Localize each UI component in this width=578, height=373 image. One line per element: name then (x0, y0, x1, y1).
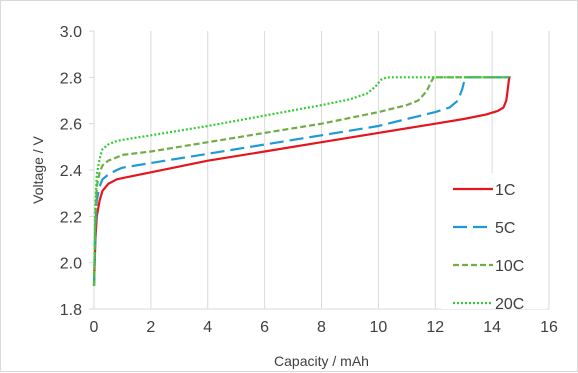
series-line-5c (92, 76, 510, 286)
x-tick-label-6: 12 (426, 319, 444, 336)
y-axis-title: Voltage / V (30, 135, 46, 203)
legend-label-20c: 20C (495, 296, 524, 313)
series-line-10c (92, 76, 510, 286)
x-tick-label-2: 4 (203, 319, 212, 336)
legend-label-1c: 1C (495, 182, 515, 199)
y-tick-label-2: 2.2 (60, 209, 82, 226)
y-tick-label-0: 1.8 (60, 302, 82, 319)
x-tick-label-7: 14 (483, 319, 501, 336)
series-group (92, 76, 511, 286)
x-tick-label-5: 10 (369, 319, 387, 336)
x-axis-title: Capacity / mAh (274, 353, 369, 369)
x-tick-label-4: 8 (317, 319, 326, 336)
y-tick-label-1: 2.0 (60, 256, 82, 273)
y-tick-label-6: 3.0 (60, 24, 82, 41)
y-tick-label-3: 2.4 (60, 163, 82, 180)
y-tick-label-5: 2.8 (60, 70, 82, 87)
x-tick-label-1: 2 (146, 319, 155, 336)
series-line-1c (92, 76, 511, 286)
x-tick-label-3: 6 (260, 319, 269, 336)
tick-labels: 0 2 4 6 8 10 12 14 16 1.8 2.0 2.2 2.4 2.6 2.8 3.0 (60, 24, 558, 336)
legend-label-10c: 10C (495, 258, 524, 275)
x-tick-label-0: 0 (90, 319, 99, 336)
legend-background (441, 173, 547, 309)
gridlines (93, 31, 550, 309)
y-tick-label-4: 2.6 (60, 117, 82, 134)
legend: 1C 5C 10C 20C (441, 173, 547, 313)
legend-label-5c: 5C (495, 220, 515, 237)
series-line-20c (92, 76, 510, 286)
x-tick-label-8: 16 (540, 319, 558, 336)
